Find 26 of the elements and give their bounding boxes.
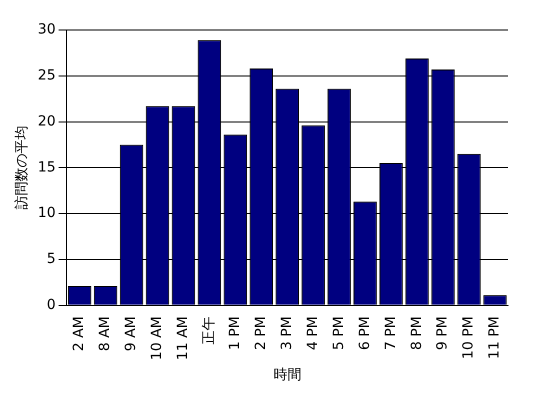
y-tick-label: 5 (46, 251, 56, 268)
x-tick-label: 8 AM (97, 316, 114, 352)
x-tick-label: 11 AM (175, 316, 192, 360)
x-tick-label: 5 PM (330, 316, 347, 350)
x-tick-label: 10 PM (460, 316, 477, 360)
x-tick-label: 9 PM (434, 316, 451, 350)
x-tick-label: 8 PM (408, 316, 425, 350)
x-tick-label: 9 AM (123, 316, 140, 352)
x-axis-title: 時間 (273, 367, 302, 384)
y-tick-label: 15 (38, 159, 56, 176)
x-tick-label: 正午 (201, 316, 218, 344)
x-tick-label: 11 PM (486, 316, 503, 360)
y-tick-label: 0 (46, 296, 56, 313)
y-tick-label: 10 (38, 205, 56, 222)
x-tick-label: 3 PM (278, 316, 295, 350)
y-tick-label: 25 (38, 68, 56, 84)
x-tick-label: 2 AM (71, 316, 88, 352)
y-axis-title: 訪問数の平均 (14, 126, 30, 210)
x-tick-label: 1 PM (227, 316, 244, 350)
y-tick-label: 30 (38, 22, 56, 38)
x-tick-label: 10 AM (149, 316, 166, 360)
x-tick-label: 4 PM (304, 316, 321, 350)
x-tick-label: 2 PM (252, 316, 269, 350)
x-tick-label: 6 PM (356, 316, 373, 350)
x-tick-label: 7 PM (382, 316, 399, 350)
y-tick-label: 20 (38, 113, 56, 130)
